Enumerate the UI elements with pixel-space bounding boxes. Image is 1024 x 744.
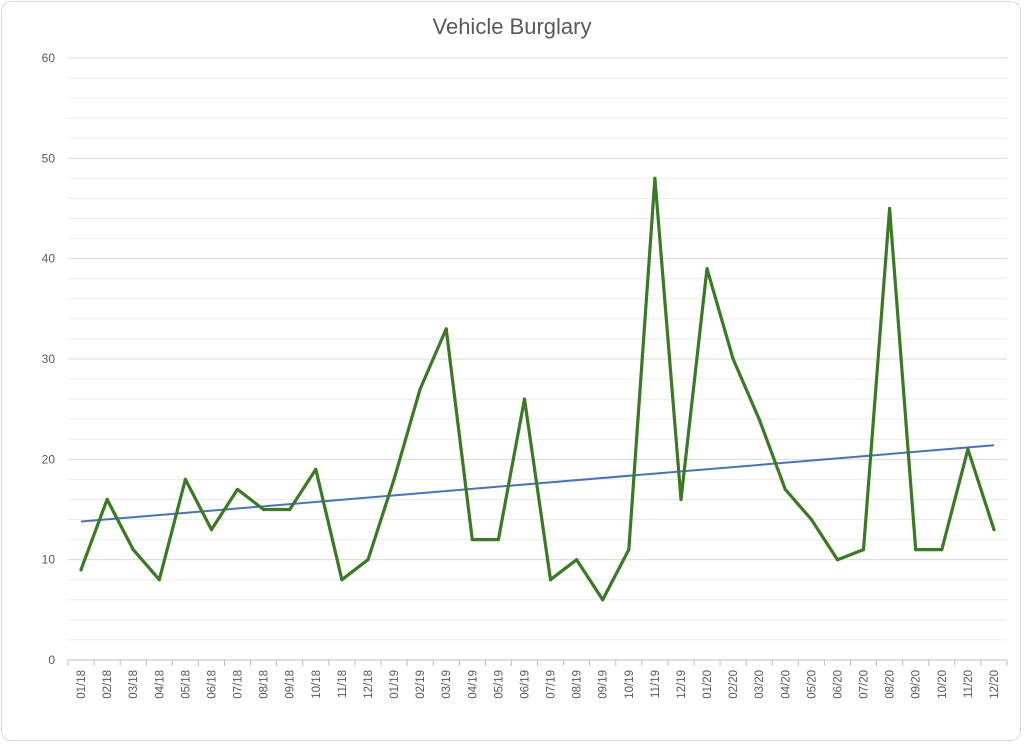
data-point — [470, 538, 474, 542]
x-tick-label: 11/20 — [963, 670, 975, 698]
x-tick-label: 04/19 — [467, 670, 479, 699]
data-point — [235, 487, 240, 492]
x-tick-label: 09/20 — [911, 670, 923, 699]
data-point — [914, 548, 918, 552]
y-tick-label: 20 — [42, 452, 56, 466]
x-tick-label: 03/20 — [754, 670, 766, 699]
x-tick-label: 07/18 — [233, 670, 245, 699]
data-point — [992, 527, 996, 532]
x-tick-label: 01/19 — [389, 670, 401, 699]
x-tick-label: 01/20 — [702, 670, 714, 699]
data-point — [209, 527, 214, 532]
data-point — [757, 417, 761, 421]
y-tick-label: 30 — [42, 352, 56, 366]
data-point — [183, 477, 187, 481]
x-tick-label: 02/20 — [728, 670, 740, 699]
x-tick-label: 05/18 — [180, 670, 192, 699]
x-tick-label: 08/19 — [572, 670, 584, 699]
x-tick-label: 11/19 — [650, 670, 662, 698]
y-tick-label: 10 — [42, 553, 56, 567]
x-tick-label: 12/20 — [989, 670, 1001, 699]
x-axis — [67, 659, 1008, 666]
data-point — [705, 267, 709, 271]
data-point — [679, 497, 683, 502]
data-point — [888, 206, 892, 211]
data-point — [966, 447, 970, 451]
x-axis-ticks: 01/18 02/18 03/18 04/18 05/18 06/18 07/18 08/18… — [76, 670, 1001, 699]
chart-title: Vehicle Burglary — [433, 14, 592, 39]
x-tick-label: 02/18 — [102, 670, 114, 699]
x-tick-label: 06/20 — [832, 670, 844, 699]
data-point — [444, 327, 448, 331]
x-tick-label: 03/18 — [128, 670, 140, 699]
data-point — [392, 477, 396, 481]
y-tick-label: 0 — [48, 653, 55, 667]
data-point — [861, 548, 866, 552]
data-point — [522, 397, 527, 401]
x-tick-label: 11/18 — [337, 670, 349, 698]
gridlines — [68, 57, 1007, 641]
x-tick-label: 07/20 — [859, 670, 871, 699]
x-tick-label: 08/20 — [885, 670, 897, 699]
y-axis-ticks: 0 10 20 30 40 50 60 — [42, 51, 56, 667]
x-tick-label: 09/18 — [285, 670, 297, 699]
data-point — [835, 558, 840, 562]
data-point — [340, 578, 344, 582]
x-tick-label: 04/18 — [154, 670, 166, 699]
x-tick-label: 09/19 — [598, 670, 610, 699]
y-tick-label: 50 — [42, 151, 56, 165]
data-point — [314, 467, 318, 471]
x-tick-label: 12/19 — [676, 670, 688, 699]
data-point — [262, 507, 266, 512]
x-tick-label: 10/18 — [311, 670, 323, 699]
x-tick-label: 12/18 — [363, 670, 375, 699]
data-point — [940, 548, 944, 552]
data-point — [79, 568, 83, 572]
data-point — [783, 487, 787, 492]
data-point — [157, 578, 161, 582]
x-tick-label: 10/19 — [624, 670, 636, 699]
x-tick-label: 04/20 — [780, 670, 792, 699]
x-tick-label: 06/19 — [519, 670, 531, 699]
x-tick-label: 02/19 — [415, 670, 427, 699]
x-tick-label: 10/20 — [937, 670, 949, 699]
data-series — [79, 176, 996, 602]
x-tick-label: 05/19 — [493, 670, 505, 699]
y-tick-label: 40 — [42, 252, 56, 266]
data-point — [601, 598, 605, 602]
x-tick-label: 01/18 — [76, 670, 88, 699]
data-point — [575, 558, 579, 562]
data-point — [627, 548, 631, 552]
data-point — [418, 387, 422, 391]
x-tick-label: 03/19 — [441, 670, 453, 699]
x-tick-label: 06/18 — [206, 670, 218, 699]
x-tick-label: 07/19 — [546, 670, 558, 699]
y-tick-label: 60 — [42, 51, 56, 65]
series-line — [79, 176, 996, 602]
data-point — [131, 548, 135, 552]
data-point — [288, 507, 292, 512]
data-point — [105, 497, 109, 502]
data-point — [366, 558, 370, 562]
data-point — [731, 357, 735, 361]
data-point — [548, 578, 553, 582]
data-point — [809, 517, 813, 522]
data-point — [496, 538, 500, 542]
data-point — [653, 176, 657, 180]
x-tick-label: 08/18 — [259, 670, 271, 699]
x-tick-label: 05/20 — [806, 670, 818, 699]
